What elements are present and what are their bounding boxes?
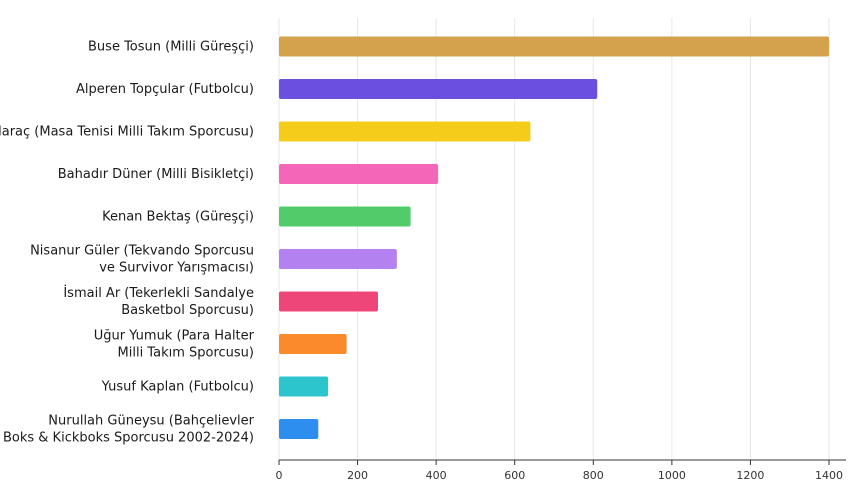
tick-label-0: 0: [276, 469, 283, 482]
bar-4: [279, 206, 411, 227]
category-label-7: Uğur Yumuk (Para Halter Milli Takım Sporc…: [94, 328, 255, 360]
category-labels: Buse Tosun (Milli Güreşçi) Alperen Topçul…: [0, 39, 255, 445]
bar-1: [279, 79, 598, 99]
bar-3: [279, 164, 439, 184]
bar-7: [279, 334, 347, 354]
x-axis-ticks: 0 200 400 600 800 1000 1200 1400: [276, 460, 843, 482]
category-label-1: Alperen Topçular (Futbolcu): [76, 82, 254, 97]
bar-2: [279, 121, 531, 142]
tick-label-800: 800: [583, 469, 604, 482]
category-label-6: İsmail Ar (Tekerlekli Sandalye Basketbol …: [63, 285, 254, 318]
category-label-2: Ece Haraç (Masa Tenisi Milli Takım Sporc…: [0, 124, 254, 139]
tick-label-200: 200: [347, 469, 368, 482]
category-label-4: Kenan Bektaş (Güreşçi): [102, 209, 254, 224]
category-label-8: Yusuf Kaplan (Futbolcu): [101, 379, 254, 394]
category-label-3: Bahadır Düner (Milli Bisikletçi): [58, 167, 254, 182]
category-label-0: Buse Tosun (Milli Güreşçi): [88, 39, 254, 54]
tick-label-1000: 1000: [658, 469, 686, 482]
bar-0: [279, 36, 829, 57]
tick-label-600: 600: [504, 469, 525, 482]
category-label-5: Nisanur Güler (Tekvando Sporcusu ve Survi…: [30, 243, 254, 275]
bars: [279, 36, 829, 439]
tick-label-400: 400: [426, 469, 447, 482]
tick-label-1200: 1200: [736, 469, 764, 482]
bar-9: [279, 419, 319, 439]
bar-8: [279, 376, 329, 397]
tick-label-1400: 1400: [815, 469, 843, 482]
category-label-9: Nurullah Güneysu (Bahçelievler Boks & Kic…: [3, 413, 255, 445]
bar-5: [279, 249, 397, 269]
bar-6: [279, 291, 378, 312]
